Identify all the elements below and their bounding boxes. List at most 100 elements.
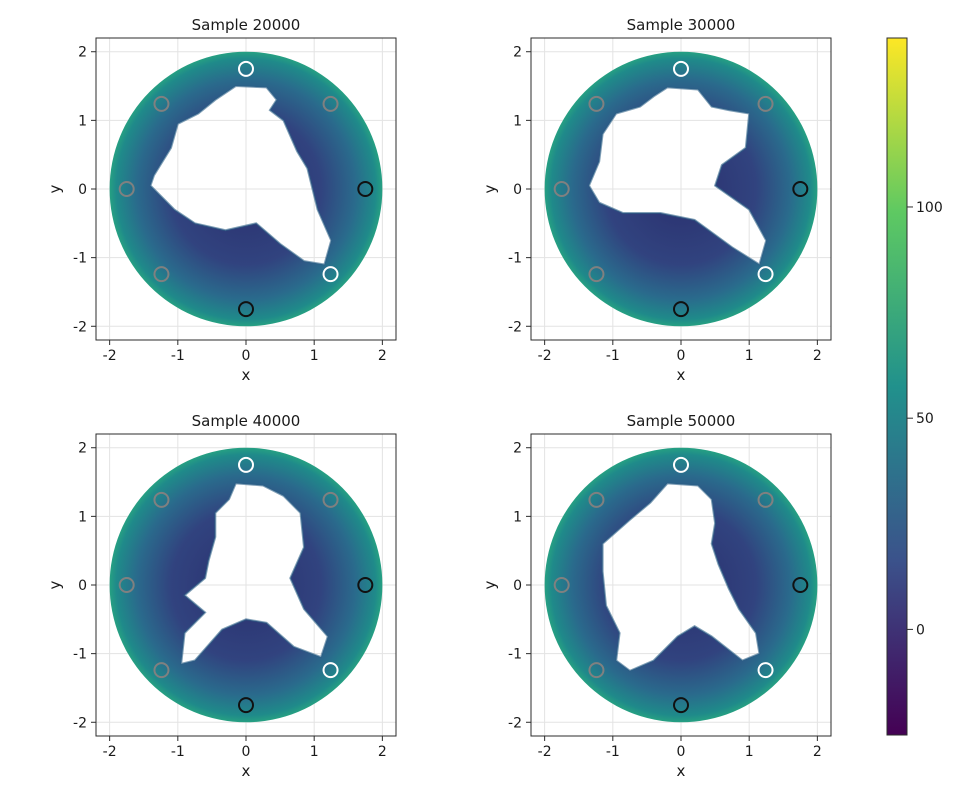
y-tick-label: 0: [78, 578, 87, 594]
electrode-marker: [153, 491, 170, 508]
electrode-marker: [357, 577, 374, 593]
electrode-marker: [238, 456, 254, 473]
hole-rim: [601, 482, 761, 672]
electrode-marker: [553, 577, 570, 593]
y-tick-label: -1: [508, 647, 522, 663]
x-tick-label: -1: [606, 348, 620, 364]
y-tick-label: 2: [78, 441, 87, 457]
y-tick-label: -2: [73, 319, 87, 335]
y-tick-label: 1: [513, 113, 522, 129]
y-tick-label: 1: [78, 113, 87, 129]
x-tick-label: -2: [103, 348, 117, 364]
y-tick-label: -1: [73, 647, 87, 663]
x-tick-label: 0: [677, 348, 686, 364]
electrode-marker: [322, 95, 339, 112]
electrode-marker: [118, 181, 135, 197]
x-axis-label: x: [242, 366, 251, 384]
electrode-marker: [153, 266, 170, 283]
mesh-field: [544, 447, 818, 723]
electrode-marker: [322, 491, 339, 508]
y-tick-label: 0: [78, 182, 87, 198]
x-tick-label: -2: [538, 744, 552, 760]
panel-title: Sample 50000: [627, 412, 736, 430]
electrode-marker: [757, 491, 774, 508]
colorbar-frame: [886, 37, 908, 736]
electrode-marker: [588, 95, 605, 112]
y-axis-label: y: [481, 184, 499, 193]
electrode-marker: [673, 301, 689, 318]
x-tick-label: 2: [378, 348, 387, 364]
colorbar-tick-label: 100: [916, 200, 943, 216]
electrode-marker: [357, 181, 374, 197]
panel-title: Sample 20000: [192, 16, 301, 34]
electrode-marker: [153, 95, 170, 112]
y-tick-label: 2: [78, 45, 87, 61]
x-tick-label: 2: [813, 348, 822, 364]
electrode-marker: [238, 301, 254, 318]
x-tick-label: -1: [171, 744, 185, 760]
electrode-marker: [673, 60, 689, 77]
x-tick-label: -1: [171, 348, 185, 364]
electrode-marker: [118, 577, 135, 593]
x-tick-label: -2: [103, 744, 117, 760]
colorbar-fill: [887, 38, 907, 735]
x-tick-label: -2: [538, 348, 552, 364]
electrode-marker: [792, 577, 809, 593]
x-tick-label: 1: [310, 348, 319, 364]
y-tick-label: -2: [73, 715, 87, 731]
x-tick-label: 2: [813, 744, 822, 760]
panel-title: Sample 30000: [627, 16, 736, 34]
colorbar: 0 50 100: [886, 37, 943, 736]
x-axis-label: x: [677, 366, 686, 384]
x-axis-label: x: [677, 762, 686, 780]
y-tick-label: -1: [73, 251, 87, 267]
electrode-marker: [553, 181, 570, 197]
electrode-marker: [588, 662, 605, 679]
hole-rim: [149, 84, 333, 266]
x-tick-label: 2: [378, 744, 387, 760]
x-tick-label: 0: [242, 348, 251, 364]
x-tick-label: 1: [310, 744, 319, 760]
mesh-field: [109, 447, 383, 723]
y-tick-label: 0: [513, 182, 522, 198]
y-tick-label: 0: [513, 578, 522, 594]
electrode-marker: [792, 181, 809, 197]
electrode-marker: [322, 662, 339, 679]
hole-rim: [180, 482, 329, 666]
x-tick-label: 1: [745, 348, 754, 364]
y-axis-label: y: [46, 184, 64, 193]
y-axis-label: y: [46, 580, 64, 589]
x-tick-label: 0: [242, 744, 251, 760]
panel-3: -2 -1 0 1 2 -2 -1 0 1 2 x y Sample 40000: [46, 412, 397, 780]
electrode-marker: [238, 697, 254, 714]
y-tick-label: -2: [508, 715, 522, 731]
y-tick-label: 1: [78, 509, 87, 525]
panel-4: -2 -1 0 1 2 -2 -1 0 1 2 x y Sample 50000: [481, 412, 832, 780]
y-tick-label: 2: [513, 441, 522, 457]
y-tick-label: -2: [508, 319, 522, 335]
electrode-marker: [757, 662, 774, 679]
y-axis-label: y: [481, 580, 499, 589]
y-tick-label: -1: [508, 251, 522, 267]
electrode-marker: [673, 697, 689, 714]
mesh-field: [109, 51, 383, 327]
panel-2: -2 -1 0 1 2 -2 -1 0 1 2 x y Sample 30000: [481, 16, 832, 384]
electrode-marker: [322, 266, 339, 283]
panel-title: Sample 40000: [192, 412, 301, 430]
x-axis-label: x: [242, 762, 251, 780]
electrode-marker: [757, 95, 774, 112]
panel-1: -2 -1 0 1 2 -2 -1 0 1 2 x y Sample 20000: [46, 16, 397, 384]
y-tick-label: 2: [513, 45, 522, 61]
colorbar-tick-label: 0: [916, 622, 925, 638]
electrode-marker: [588, 266, 605, 283]
colorbar-tick-label: 50: [916, 411, 934, 427]
electrode-marker: [238, 60, 254, 77]
x-tick-label: -1: [606, 744, 620, 760]
electrode-marker: [673, 456, 689, 473]
electrode-marker: [153, 662, 170, 679]
x-tick-label: 1: [745, 744, 754, 760]
hole-rim: [587, 86, 768, 267]
electrode-marker: [757, 266, 774, 283]
